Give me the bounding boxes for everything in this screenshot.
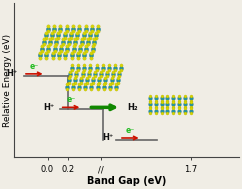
Text: H⁺: H⁺ <box>7 69 18 78</box>
Y-axis label: Relative Energy (eV): Relative Energy (eV) <box>3 34 13 127</box>
X-axis label: Band Gap (eV): Band Gap (eV) <box>86 176 166 186</box>
Text: e⁻: e⁻ <box>66 95 76 104</box>
Text: e⁻: e⁻ <box>30 62 39 71</box>
Text: H₂: H₂ <box>127 103 138 112</box>
Text: e⁻: e⁻ <box>126 126 135 135</box>
Text: H⁺: H⁺ <box>103 133 114 143</box>
Text: H⁺: H⁺ <box>44 103 55 112</box>
